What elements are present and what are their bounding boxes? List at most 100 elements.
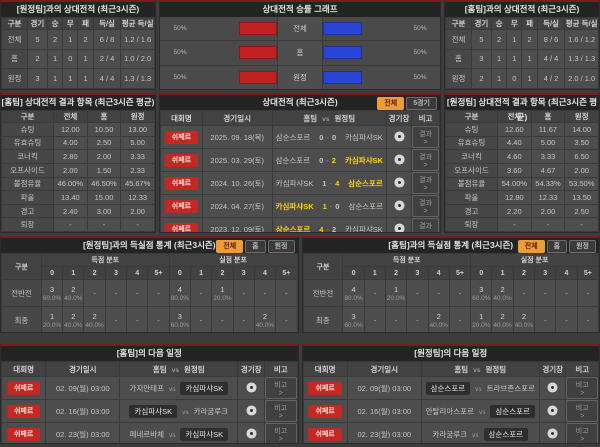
league-badge: 쉬페르 <box>164 176 199 190</box>
goal-dist-cell: - <box>448 306 472 332</box>
row-label-cell: 경고 <box>445 203 499 219</box>
panel-title: [홈팀] 상대전적 결과 항목 (최근3시즌 평균) <box>1 95 155 110</box>
goal-count: 1 <box>394 284 399 294</box>
h2h-home-table: 구분 경기 승 무 패 득/실 평균 득/실 전체 5 2 1 2 8 / 6 1.6 / 1.2 홈 3 1… <box>445 17 599 89</box>
note-button[interactable]: 결과 > <box>412 195 439 217</box>
table-row: 원정 3 1 1 1 4 / 4 1.3 / 1.3 <box>1 68 155 89</box>
home-winrate-bar <box>238 22 277 36</box>
value-cell: 3.00 <box>86 203 122 219</box>
tab-all[interactable]: 전체 <box>517 240 545 253</box>
panel-title: [원정팀] 상대전적 결과 항목 (최근3시즌 평균) <box>445 95 599 122</box>
stadium-ball-icon[interactable] <box>393 222 405 232</box>
away-team-name: 카심파샤SK <box>180 381 229 395</box>
tab-5games[interactable]: 5경기 <box>406 97 437 110</box>
league-badge: 쉬페르 <box>6 404 41 418</box>
stadium-ball-icon[interactable] <box>246 427 257 439</box>
column-header: 득/실 <box>92 17 122 30</box>
value-cell: 1.0 / 2.0 <box>120 48 155 70</box>
note-button[interactable]: 비고 > <box>264 423 297 443</box>
goal-bin-header: 3 <box>534 266 557 280</box>
note-button[interactable]: 결과 > <box>412 126 439 148</box>
h2h-results-table: 대회명 경기일시 홈팀 vs 원정팀 경기장 비고 쉬페르 2025. 09. 18(… <box>160 110 440 233</box>
away-score: 4 <box>335 178 340 188</box>
stadium-ball-icon[interactable] <box>547 404 558 416</box>
tab-away[interactable]: 원정 <box>267 240 295 253</box>
panel-title: [홈팀]의 다음 일정 <box>1 346 298 361</box>
goals-tabs: 전체 홈 원정 <box>517 240 596 253</box>
goal-bin-header: 5+ <box>448 266 472 280</box>
table-row: 원정 2 1 0 1 4 / 2 2.0 / 1.0 <box>445 68 599 89</box>
goal-dist-cell: - <box>232 279 255 307</box>
goal-percent: 20.0% <box>42 321 62 329</box>
col-header-category: 구분 <box>1 253 42 280</box>
col-header-match: 홈팀 vs 원정팀 <box>119 361 239 377</box>
value-cell: 10.50 <box>86 122 122 137</box>
away-team-name: 삼순스포르 <box>483 427 529 441</box>
tab-home[interactable]: 홈 <box>245 240 266 253</box>
stadium-ball-icon[interactable] <box>547 427 558 439</box>
row-label-cell: 볼점유율 <box>445 176 499 192</box>
stadium-ball-icon[interactable] <box>393 153 405 165</box>
home-team-name: 가지안테프 <box>129 383 164 393</box>
tab-all[interactable]: 전체 <box>216 240 244 253</box>
goal-bins-header-row: 0 1 2 3 4 5+ 0 1 2 3 4 5+ <box>303 266 600 280</box>
table-row: 퇴장 - - - <box>445 217 599 232</box>
table-header-row: 구분 전체 홈 원정 <box>445 110 599 123</box>
note-cell: 비고 > <box>565 399 599 423</box>
goal-dist-cell: - <box>126 279 149 307</box>
note-button[interactable]: 비고 > <box>264 377 297 399</box>
result-row: 쉬페르 2025. 09. 18(목) 삼순스포르 0-0 카심파샤SK 결과 > <box>160 125 440 149</box>
note-button[interactable]: 비고 > <box>566 377 598 399</box>
stadium-ball-icon[interactable] <box>246 404 257 416</box>
goal-dist-cell: - <box>104 279 128 307</box>
date-cell: 2025. 09. 18(목) <box>201 125 273 149</box>
stadium-ball-icon[interactable] <box>393 130 405 142</box>
value-cell: 2 <box>77 29 94 50</box>
col-header-venue: 경기장 <box>237 361 265 377</box>
goal-percent: 40.0% <box>64 294 83 302</box>
league-cell: 쉬페르 <box>160 194 203 218</box>
tab-away[interactable]: 원정 <box>569 240 596 253</box>
venue-cell <box>237 422 265 443</box>
away-team-name: 카심파샤SK <box>180 427 229 441</box>
col-header-venue: 경기장 <box>538 361 567 377</box>
tab-home[interactable]: 홈 <box>546 240 568 253</box>
value-cell: 1 <box>62 68 79 89</box>
tab-all[interactable]: 전체 <box>377 97 405 110</box>
value-cell: 11.67 <box>530 122 566 137</box>
table-header-row: 구분 경기 승 무 패 득/실 평균 득/실 <box>1 17 155 30</box>
value-cell: 3 <box>471 48 492 70</box>
venue-cell <box>538 376 567 400</box>
stadium-ball-icon[interactable] <box>393 176 405 188</box>
goal-dist-cell: - <box>384 306 408 332</box>
h2h-away-table: 구분 경기 승 무 패 득/실 평균 득/실 전체 5 2 1 2 6 / 8 1.2 / 1.6 홈 2 1… <box>1 17 155 89</box>
away-team-name: 카심파샤SK <box>345 132 383 142</box>
note-button[interactable]: 결과 > <box>412 172 439 194</box>
score-dash: - <box>326 155 329 165</box>
col-header-note: 비고 <box>263 361 298 377</box>
goal-dist-cell: - <box>576 279 600 307</box>
league-cell: 쉬페르 <box>0 399 47 423</box>
note-button[interactable]: 비고 > <box>566 423 598 443</box>
column-header: 경기 <box>27 17 48 30</box>
away-team-name: 카심파샤SK <box>345 224 383 233</box>
value-cell: 4 / 2 <box>536 68 566 89</box>
value-cell: 13.40 <box>53 190 88 205</box>
note-button[interactable]: 결과 > <box>412 218 439 232</box>
note-button[interactable]: 결과 > <box>412 149 439 171</box>
stadium-ball-icon[interactable] <box>393 199 405 211</box>
col-header-scored: 득점 분포 <box>40 253 170 267</box>
stadium-ball-icon[interactable] <box>547 381 558 393</box>
home-score: 0 <box>319 155 324 165</box>
table-row: 전체 5 2 1 2 8 / 6 1.6 / 1.2 <box>445 29 599 50</box>
value-cell: 1 <box>46 48 64 70</box>
date-cell: 2024. 10. 26(토) <box>201 171 273 195</box>
date-cell: 02. 09(월) 03:00 <box>45 376 121 400</box>
stadium-ball-icon[interactable] <box>246 381 257 393</box>
note-button[interactable]: 비고 > <box>566 400 598 422</box>
goal-dist-cell: 3 60.0% <box>470 279 493 307</box>
note-button[interactable]: 비고 > <box>264 400 297 422</box>
away-bar-area <box>323 22 400 36</box>
table-row: 코너킥 2.80 2.00 3.33 <box>1 149 155 164</box>
